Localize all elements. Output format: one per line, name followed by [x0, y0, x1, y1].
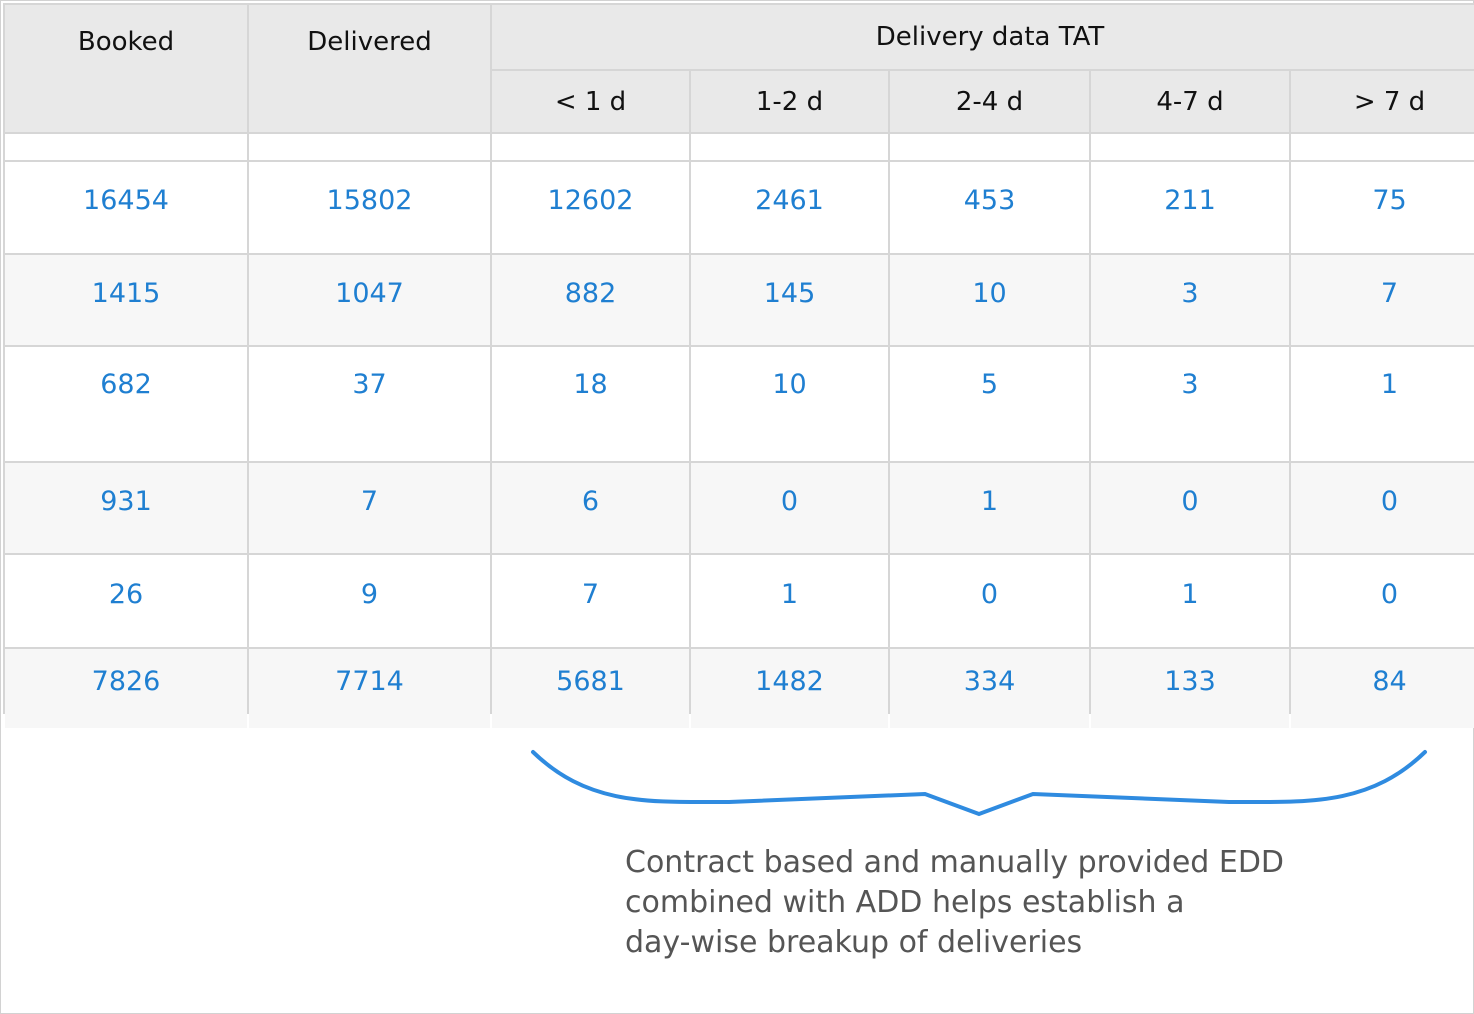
table-cell-link[interactable]: 3	[1091, 347, 1289, 461]
filter-cell	[1091, 134, 1289, 160]
filter-cell	[1291, 134, 1474, 160]
filter-cell	[249, 134, 490, 160]
table-cell-link[interactable]: 1415	[5, 255, 247, 345]
table-cell-link[interactable]: 7	[1291, 255, 1474, 345]
filter-cell	[691, 134, 888, 160]
table-cell-link[interactable]: 7714	[249, 649, 490, 728]
header-delivery-data-tat: Delivery data TAT	[492, 5, 1474, 69]
annotation-line: day-wise breakup of deliveries	[625, 925, 1083, 960]
table-cell-link[interactable]: 10	[890, 255, 1089, 345]
table-cell-link[interactable]: 26	[5, 555, 247, 647]
table-cell-link[interactable]: 3	[1091, 255, 1289, 345]
filter-cell	[890, 134, 1089, 160]
filter-cell	[5, 134, 247, 160]
table-cell-link[interactable]: 931	[5, 463, 247, 553]
filter-cell	[492, 134, 689, 160]
table-cell-link[interactable]: 6	[492, 463, 689, 553]
curly-brace-annotation	[531, 750, 1427, 817]
header-bucket-lt-1d[interactable]: < 1 d	[492, 71, 689, 132]
table-cell-link[interactable]: 0	[1291, 463, 1474, 553]
table-cell-link[interactable]: 5681	[492, 649, 689, 728]
table-cell-link[interactable]: 145	[691, 255, 888, 345]
header-bucket-gt-7d[interactable]: > 7 d	[1291, 71, 1474, 132]
table-cell-link[interactable]: 2461	[691, 162, 888, 253]
annotation-note: Contract based and manually provided EDD…	[625, 843, 1325, 963]
table-cell-link[interactable]: 682	[5, 347, 247, 461]
table-cell-link[interactable]: 211	[1091, 162, 1289, 253]
table-cell-link[interactable]: 0	[691, 463, 888, 553]
table-cell-link[interactable]: 0	[890, 555, 1089, 647]
table-cell-link[interactable]: 882	[492, 255, 689, 345]
table-cell-link[interactable]: 75	[1291, 162, 1474, 253]
table-cell-link[interactable]: 334	[890, 649, 1089, 728]
table-cell-link[interactable]: 1	[1291, 347, 1474, 461]
table-cell-link[interactable]: 133	[1091, 649, 1289, 728]
table-cell-link[interactable]: 9	[249, 555, 490, 647]
header-bucket-4-7d[interactable]: 4-7 d	[1091, 71, 1289, 132]
header-delivered[interactable]: Delivered	[249, 5, 490, 132]
table-cell-link[interactable]: 1	[691, 555, 888, 647]
table-cell-link[interactable]: 10	[691, 347, 888, 461]
table-cell-link[interactable]: 1	[1091, 555, 1289, 647]
header-booked[interactable]: Booked	[5, 5, 247, 132]
table-cell-link[interactable]: 18	[492, 347, 689, 461]
annotation-line: Contract based and manually provided EDD	[625, 845, 1285, 880]
table-cell-link[interactable]: 7	[249, 463, 490, 553]
table-cell-link[interactable]: 1482	[691, 649, 888, 728]
table-cell-link[interactable]: 7	[492, 555, 689, 647]
table-cell-link[interactable]: 15802	[249, 162, 490, 253]
header-bucket-2-4d[interactable]: 2-4 d	[890, 71, 1089, 132]
delivery-tat-table: Booked Delivered Delivery data TAT < 1 d…	[3, 3, 1474, 728]
table-cell-link[interactable]: 12602	[492, 162, 689, 253]
table-cell-link[interactable]: 1	[890, 463, 1089, 553]
table-cell-link[interactable]: 0	[1091, 463, 1289, 553]
table-cell-link[interactable]: 37	[249, 347, 490, 461]
annotation-line: combined with ADD helps establish a	[625, 885, 1185, 920]
table-cell-link[interactable]: 1047	[249, 255, 490, 345]
table-cell-link[interactable]: 5	[890, 347, 1089, 461]
table-cell-link[interactable]: 84	[1291, 649, 1474, 728]
table-cell-link[interactable]: 0	[1291, 555, 1474, 647]
table-cell-link[interactable]: 453	[890, 162, 1089, 253]
header-bucket-1-2d[interactable]: 1-2 d	[691, 71, 888, 132]
table-cell-link[interactable]: 16454	[5, 162, 247, 253]
table-cell-link[interactable]: 7826	[5, 649, 247, 728]
